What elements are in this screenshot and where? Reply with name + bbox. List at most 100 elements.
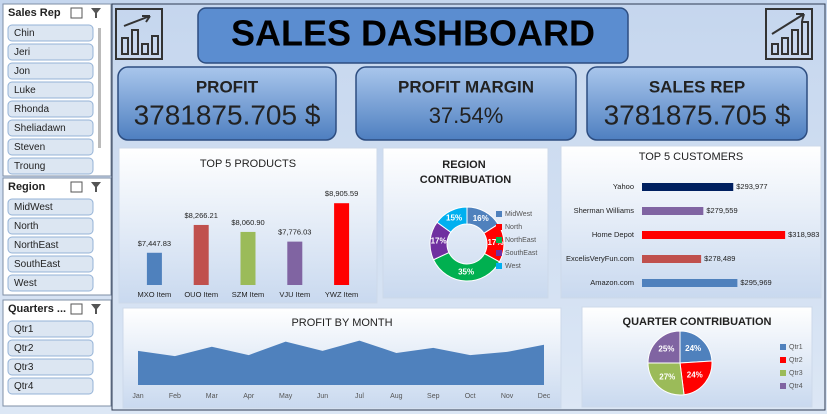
slicer-item[interactable] (7, 217, 94, 235)
slicer-item[interactable] (7, 377, 94, 395)
slicer-item[interactable] (7, 100, 94, 118)
chart-title: TOP 5 PRODUCTS (200, 158, 296, 170)
title-box (197, 7, 629, 64)
value-label: $8,266.21 (185, 211, 218, 220)
slicer-clear-icon[interactable] (91, 182, 101, 192)
slice-label: 35% (458, 268, 474, 277)
legend-swatch (780, 383, 786, 389)
dashboard-title: SALES DASHBOARD (231, 13, 595, 54)
slicer-item-label[interactable]: Jeri (14, 47, 30, 58)
slicer-item[interactable] (7, 339, 94, 357)
slicer-item-label[interactable]: Qtr2 (14, 343, 34, 354)
chart-panel (560, 145, 822, 299)
slicer-title: Quarters ... (8, 303, 66, 315)
slicer-item[interactable] (7, 81, 94, 99)
slice (647, 330, 681, 364)
x-tick-label: SZM Item (232, 290, 265, 299)
legend-swatch (780, 370, 786, 376)
slicer-item-label[interactable]: MidWest (14, 202, 53, 213)
y-tick-label: Sherman Williams (574, 206, 635, 215)
value-label: $8,060.90 (231, 218, 264, 227)
bar (642, 183, 734, 191)
slicer-item-label[interactable]: Luke (14, 85, 36, 96)
legend-swatch (780, 357, 786, 363)
slicer-item-label[interactable]: Rhonda (14, 104, 49, 115)
slicer-item[interactable] (7, 198, 94, 216)
slicer-item[interactable] (7, 320, 94, 338)
value-label: $7,776.03 (278, 228, 311, 237)
slicer-item[interactable] (7, 119, 94, 137)
x-tick-label: Aug (390, 393, 403, 400)
x-tick-label: Oct (465, 393, 476, 400)
slicer-item[interactable] (7, 24, 94, 42)
slicer-item-label[interactable]: Jon (14, 66, 30, 77)
legend-label: Qtr4 (789, 383, 803, 390)
slicer-multiselect-icon[interactable] (70, 181, 83, 193)
slice (432, 251, 501, 282)
value-label: $8,905.59 (325, 189, 358, 198)
slicer-item[interactable] (7, 236, 94, 254)
x-tick-label: Nov (501, 393, 514, 400)
slicer-item-label[interactable]: West (14, 278, 37, 289)
x-tick-label: Jun (317, 393, 328, 400)
x-tick-label: Apr (243, 393, 255, 400)
kpi-card (117, 66, 337, 141)
bar (193, 224, 209, 285)
value-label: $7,447.83 (138, 239, 171, 248)
slicer-item[interactable] (7, 157, 94, 175)
x-tick-label: Dec (538, 393, 551, 400)
legend-swatch (496, 224, 502, 230)
bar (334, 203, 350, 285)
slice-label: 15% (446, 214, 462, 223)
y-tick-label: Home Depot (592, 230, 635, 239)
x-tick-label: YWZ Item (325, 290, 358, 299)
slicer-item-label[interactable]: NorthEast (14, 240, 59, 251)
slice-label: 17% (487, 238, 503, 247)
slice-label: 16% (473, 214, 489, 223)
value-label: $295,969 (740, 278, 771, 287)
slicer-item[interactable] (7, 255, 94, 273)
slicer-multiselect-icon[interactable] (70, 7, 83, 19)
slicer-item[interactable] (7, 274, 94, 292)
x-tick-label: Jul (355, 393, 364, 400)
slicer-clear-icon[interactable] (91, 8, 101, 18)
x-tick-label: Sep (427, 393, 440, 400)
slicer-item-label[interactable]: North (14, 221, 38, 232)
slicer-item[interactable] (7, 138, 94, 156)
value-label: $279,559 (706, 206, 737, 215)
kpi-label: SALES REP (649, 77, 745, 96)
slicer-item-label[interactable]: Sheliadawn (14, 123, 66, 134)
slice (436, 206, 468, 233)
slice-label: 27% (659, 373, 675, 382)
slice-label: 24% (687, 370, 703, 379)
legend-swatch (496, 237, 502, 243)
slicer-item-label[interactable]: Steven (14, 142, 45, 153)
bar (240, 231, 256, 285)
slicer-item-label[interactable]: Qtr3 (14, 362, 34, 373)
slicer-item-label[interactable]: SouthEast (14, 259, 60, 270)
slicer-title: Sales Rep (8, 7, 61, 19)
slicer-item-label[interactable]: Qtr4 (14, 381, 34, 392)
slicer-item[interactable] (7, 43, 94, 61)
kpi-card (586, 66, 808, 141)
kpi-label: PROFIT (196, 77, 259, 96)
legend-label: North (505, 224, 522, 231)
chart-title: QUARTER CONTRIBUATION (623, 316, 772, 328)
legend-swatch (496, 211, 502, 217)
slicer-item-label[interactable]: Qtr1 (14, 324, 34, 335)
slicer-item[interactable] (7, 358, 94, 376)
y-tick-label: ExcelisVeryFun.com (566, 254, 634, 263)
chart-title: TOP 5 CUSTOMERS (639, 151, 744, 163)
slicer-item-label[interactable]: Troung (14, 161, 45, 172)
slice-label: 17% (431, 236, 447, 245)
slicer-multiselect-icon[interactable] (70, 303, 83, 315)
slicer-scrollbar (98, 28, 101, 148)
slicer-item[interactable] (7, 62, 94, 80)
value-label: $278,489 (704, 254, 735, 263)
kpi-value: 3781875.705 $ (134, 99, 321, 130)
slicer-item-label[interactable]: Chin (14, 28, 35, 39)
legend-label: West (505, 263, 521, 270)
slicer-clear-icon[interactable] (91, 304, 101, 314)
value-label: $318,983 (788, 230, 819, 239)
legend-swatch (496, 250, 502, 256)
